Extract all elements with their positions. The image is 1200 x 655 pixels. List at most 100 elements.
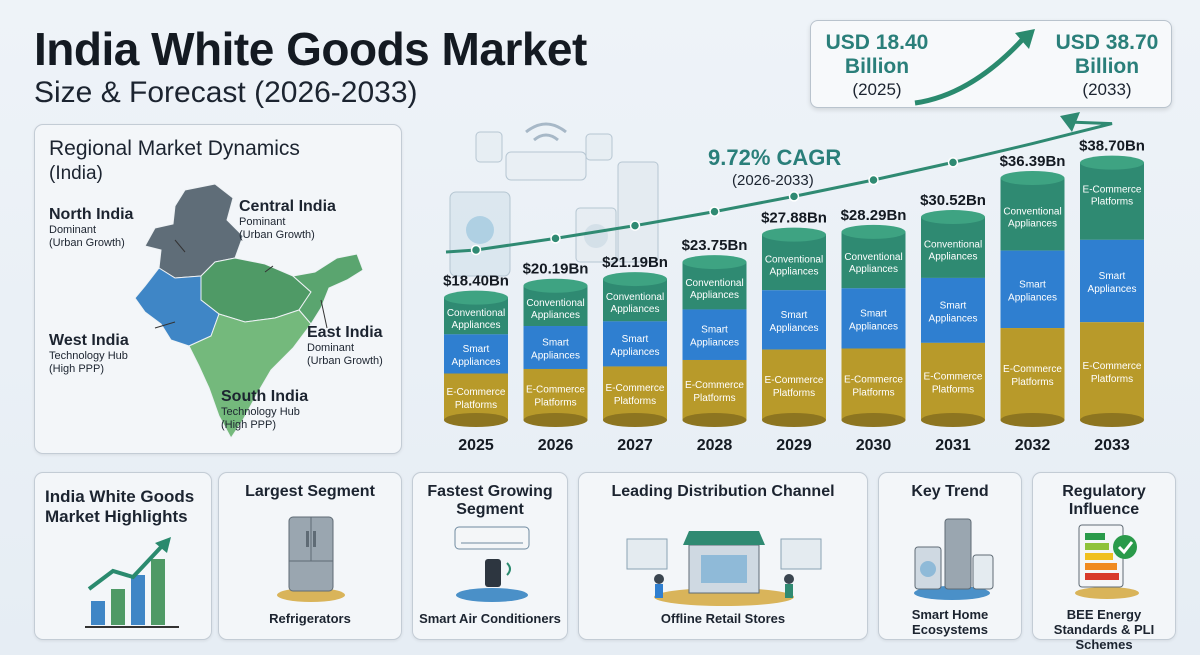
value-label: $21.19Bn <box>602 254 668 271</box>
bar-segment <box>603 366 667 420</box>
segment-label: Appliances <box>690 290 739 301</box>
x-tick-label: 2031 <box>935 437 971 454</box>
segment-label: Conventional <box>447 308 505 319</box>
segment-label: Platforms <box>932 384 974 395</box>
region-east: East India Dominant (Urban Growth) <box>307 324 383 367</box>
segment-label: Platforms <box>852 387 894 398</box>
bar-segment <box>1000 178 1065 251</box>
segment-label: Conventional <box>844 252 902 263</box>
segment-label: Smart <box>1019 279 1046 290</box>
segment-label: Smart <box>701 325 728 336</box>
market-summary-box: USD 18.40 Billion (2025) USD 38.70 Billi… <box>810 20 1172 108</box>
bar-growth-icon <box>85 537 179 628</box>
cagr-period: (2026-2033) <box>732 172 814 189</box>
regulatory-influence-caption: BEE Energy Standards & PLI Schemes <box>1033 607 1175 652</box>
value-label: $20.19Bn <box>523 261 589 278</box>
trend-point <box>470 244 482 256</box>
x-tick-label: 2030 <box>856 437 892 454</box>
segment-label: Appliances <box>929 313 978 324</box>
segment-label: E-Commerce <box>1003 364 1062 375</box>
x-tick-label: 2026 <box>538 437 574 454</box>
segment-label: Platforms <box>455 400 497 411</box>
segment-label: Appliances <box>929 251 978 262</box>
trend-point <box>947 157 959 168</box>
bar-base <box>762 413 826 427</box>
segment-label: E-Commerce <box>526 384 585 395</box>
x-tick-label: 2025 <box>458 437 494 454</box>
bar-2030: ConventionalAppliancesSmartAppliancesE-C… <box>841 207 907 454</box>
segment-label: Conventional <box>526 298 584 309</box>
segment-label: Conventional <box>606 292 664 303</box>
segment-label: E-Commerce <box>765 375 824 386</box>
bar-segment <box>603 321 667 367</box>
trend-point <box>788 191 800 202</box>
bar-segment <box>921 217 985 278</box>
bar-2031: ConventionalAppliancesSmartAppliancesE-C… <box>920 192 986 454</box>
segment-label: Conventional <box>685 278 743 289</box>
highlights-title-card: India White Goods Market Highlights <box>34 472 212 640</box>
bar-2032: ConventionalAppliancesSmartAppliancesE-C… <box>1000 153 1066 454</box>
segment-label: Appliances <box>770 266 819 277</box>
bar-cap <box>921 210 985 225</box>
refrigerator-icon <box>277 516 345 602</box>
regional-subtitle: (India) <box>49 163 103 184</box>
fastest-growing-title: Fastest Growing Segment <box>427 483 553 518</box>
energy-label-icon <box>1075 524 1139 599</box>
segment-label: Platforms <box>1091 374 1133 385</box>
regional-dynamics-panel: Regional Market Dynamics (India) North I… <box>34 124 402 454</box>
india-map-icon <box>134 183 364 439</box>
segment-label: Smart <box>940 300 967 311</box>
cagr-label: 9.72% CAGR <box>708 145 842 170</box>
x-tick-label: 2027 <box>617 437 653 454</box>
segment-label: Platforms <box>1091 197 1133 208</box>
fastest-growing-caption: Smart Air Conditioners <box>419 611 561 626</box>
segment-label: Smart <box>1099 271 1126 282</box>
bar-segment <box>682 309 747 360</box>
segment-label: Platforms <box>614 396 656 407</box>
bar-segment <box>921 342 985 420</box>
segment-label: Appliances <box>1088 284 1137 295</box>
bar-2025: ConventionalAppliancesSmartAppliancesE-C… <box>443 273 509 454</box>
bar-segment <box>523 326 588 369</box>
segment-label: Appliances <box>1008 292 1057 303</box>
x-tick-label: 2032 <box>1015 437 1051 454</box>
segment-label: Conventional <box>1003 206 1061 217</box>
segment-label: Conventional <box>924 239 982 250</box>
segment-label: Platforms <box>693 393 735 404</box>
bar-segment <box>1080 239 1144 323</box>
segment-label: E-Commerce <box>844 374 903 385</box>
bar-cap <box>444 290 508 305</box>
bar-base <box>921 413 985 427</box>
bar-segment <box>1000 250 1065 329</box>
largest-segment-title: Largest Segment <box>245 483 375 500</box>
bar-cap <box>762 227 826 242</box>
region-north: North India Dominant (Urban Growth) <box>49 206 134 249</box>
segment-label: Appliances <box>611 347 660 358</box>
bar-base <box>682 413 747 427</box>
value-label: $30.52Bn <box>920 192 986 209</box>
value-label: $27.88Bn <box>761 210 827 227</box>
bar-base <box>444 413 508 427</box>
segment-label: Appliances <box>452 357 501 368</box>
bar-base <box>523 413 588 427</box>
x-tick-label: 2033 <box>1094 437 1130 454</box>
trend-arrow-icon <box>1060 112 1080 132</box>
region-west: West India Technology Hub (High PPP) <box>49 332 129 375</box>
trend-point <box>868 174 879 186</box>
key-trend-title: Key Trend <box>911 483 989 500</box>
bar-segment <box>841 288 906 349</box>
bar-segment <box>841 348 906 420</box>
segment-label: Appliances <box>770 323 819 334</box>
bar-2027: ConventionalAppliancesSmartAppliancesE-C… <box>602 254 668 454</box>
segment-label: E-Commerce <box>685 380 744 391</box>
bar-base <box>1000 413 1065 427</box>
value-label: $28.29Bn <box>841 207 907 224</box>
distribution-channel-caption: Offline Retail Stores <box>660 611 786 626</box>
bar-segment <box>762 349 826 420</box>
segment-label: E-Commerce <box>447 387 506 398</box>
bar-cap <box>682 255 747 270</box>
x-tick-label: 2029 <box>776 437 812 454</box>
segment-label: Smart <box>622 334 649 345</box>
trend-point <box>629 220 641 231</box>
segment-label: E-Commerce <box>606 383 665 394</box>
